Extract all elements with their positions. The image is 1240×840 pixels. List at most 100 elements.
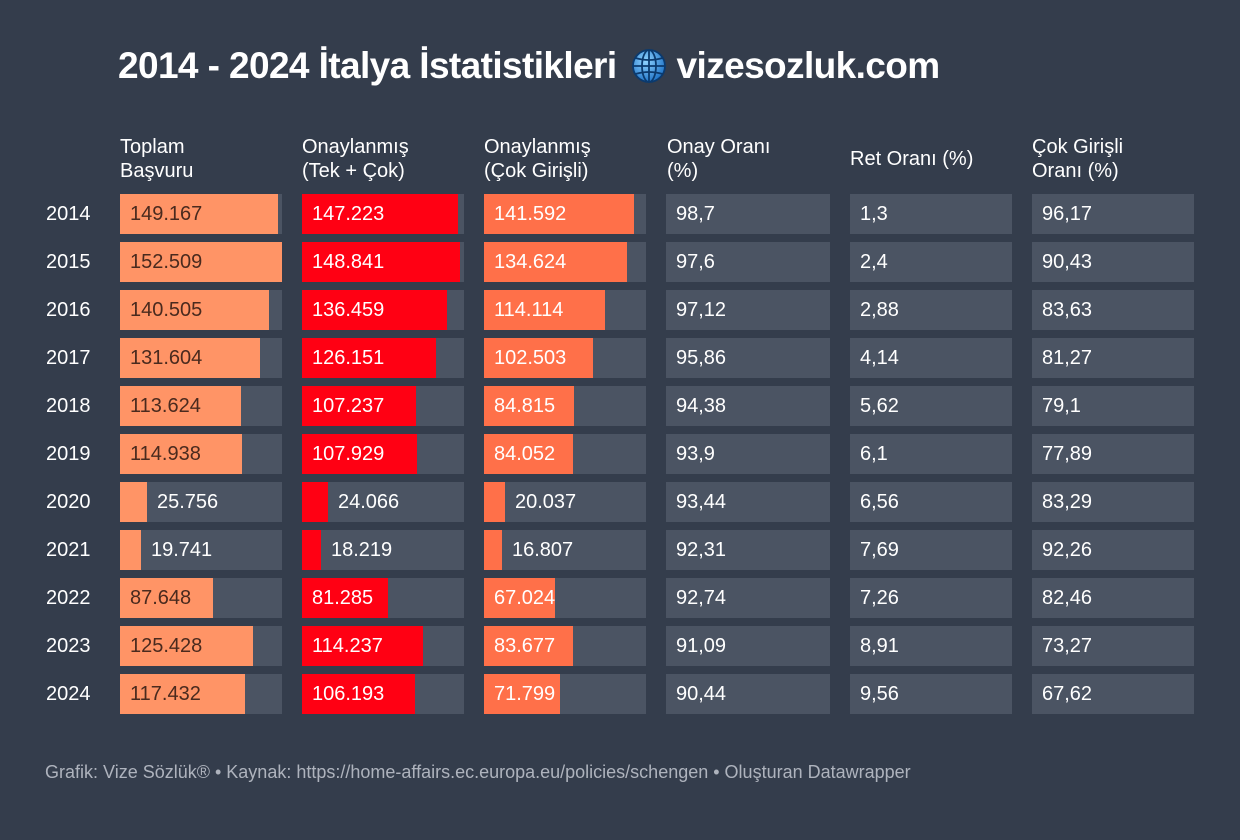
onay-orani-cell: 93,9 — [666, 434, 830, 474]
ret-orani-cell: 9,56 — [850, 674, 1012, 714]
onaylanmis-cok-cell: 20.037 — [484, 482, 646, 522]
cok-girisli-orani-value: 83,63 — [1042, 299, 1093, 321]
toplam-basvuru-bar — [120, 290, 269, 330]
onay-orani-cell: 91,09 — [666, 626, 830, 666]
onay-orani-value: 95,86 — [676, 347, 727, 369]
ret-orani-value: 5,62 — [860, 395, 899, 417]
onaylanmis-cok-value: 134.624 — [494, 251, 567, 273]
onaylanmis-cok-cell: 141.592 — [484, 194, 646, 234]
onaylanmis-cok-value: 84.815 — [494, 395, 556, 417]
onaylanmis-cok-bar — [484, 242, 627, 282]
title-text: 2014 - 2024 İtalya İstatistikleri — [118, 45, 617, 86]
year-label: 2014 — [46, 203, 91, 225]
onaylanmis-tek-cok-value: 81.285 — [312, 587, 374, 609]
toplam-basvuru-value: 19.741 — [151, 539, 213, 561]
onaylanmis-tek-cok-cell: 114.237 — [302, 626, 464, 666]
onay-orani-cell: 95,86 — [666, 338, 830, 378]
ret-orani-cell: 6,56 — [850, 482, 1012, 522]
cok-girisli-orani-value: 81,27 — [1042, 347, 1093, 369]
year-label: 2016 — [46, 299, 91, 321]
ret-orani-cell: 2,88 — [850, 290, 1012, 330]
onaylanmis-tek-cok-cell: 106.193 — [302, 674, 464, 714]
toplam-basvuru-bar — [120, 674, 245, 714]
onaylanmis-tek-cok-value: 107.929 — [312, 443, 385, 465]
toplam-basvuru-value: 113.624 — [130, 395, 201, 417]
column-header-ret-orani: Ret Oranı (%) — [850, 148, 974, 170]
onay-orani-cell: 92,31 — [666, 530, 830, 570]
column-header-onay-tek-cok: Onaylanmış (Tek + Çok) — [302, 136, 409, 182]
cok-girisli-orani-value: 67,62 — [1042, 683, 1093, 705]
column-header-onay-cok: Onaylanmış (Çok Girişli) — [484, 136, 591, 182]
ret-orani-cell: 8,91 — [850, 626, 1012, 666]
onaylanmis-cok-cell: 83.677 — [484, 626, 646, 666]
onaylanmis-tek-cok-bar — [302, 530, 321, 570]
onaylanmis-tek-cok-bar — [302, 338, 436, 378]
onaylanmis-cok-value: 102.503 — [494, 347, 567, 369]
cok-girisli-orani-cell: 90,43 — [1032, 242, 1194, 282]
ret-orani-cell: 1,3 — [850, 194, 1012, 234]
cok-girisli-orani-cell: 81,27 — [1032, 338, 1194, 378]
toplam-basvuru-cell: 152.509 — [120, 242, 282, 282]
ret-orani-cell: 5,62 — [850, 386, 1012, 426]
year-label: 2017 — [46, 347, 91, 369]
year-label: 2021 — [46, 539, 91, 561]
onay-orani-value: 94,38 — [676, 395, 727, 417]
ret-orani-cell: 7,69 — [850, 530, 1012, 570]
onaylanmis-cok-cell: 84.815 — [484, 386, 646, 426]
chart-title: 2014 - 2024 İtalya İstatistikleri vizeso… — [118, 45, 940, 87]
onaylanmis-tek-cok-value: 148.841 — [312, 251, 385, 273]
onay-orani-cell: 98,7 — [666, 194, 830, 234]
year-label: 2019 — [46, 443, 91, 465]
column-header-cok-girisli-orani: Çok Girişli Oranı (%) — [1032, 136, 1124, 182]
onaylanmis-cok-value: 83.677 — [494, 635, 556, 657]
toplam-basvuru-cell: 149.167 — [120, 194, 282, 234]
toplam-basvuru-value: 152.509 — [130, 251, 203, 273]
cok-girisli-orani-value: 73,27 — [1042, 635, 1093, 657]
onay-orani-cell: 97,6 — [666, 242, 830, 282]
toplam-basvuru-value: 87.648 — [130, 587, 192, 609]
column-header-onay-orani: Onay Oranı (%) — [667, 136, 771, 182]
cok-girisli-orani-value: 79,1 — [1042, 395, 1081, 417]
toplam-basvuru-value: 114.938 — [130, 443, 201, 465]
onaylanmis-cok-bar — [484, 530, 502, 570]
onaylanmis-cok-value: 20.037 — [515, 491, 577, 513]
onaylanmis-cok-bar — [484, 338, 593, 378]
ret-orani-value: 9,56 — [860, 683, 899, 705]
ret-orani-value: 1,3 — [860, 203, 888, 225]
toplam-basvuru-value: 131.604 — [130, 347, 203, 369]
onaylanmis-cok-cell: 114.114 — [484, 290, 646, 330]
onaylanmis-tek-cok-bar — [302, 434, 417, 474]
onay-orani-value: 98,7 — [676, 203, 715, 225]
cok-girisli-orani-value: 96,17 — [1042, 203, 1093, 225]
globe-icon — [631, 49, 666, 83]
onaylanmis-tek-cok-value: 106.193 — [312, 683, 385, 705]
onaylanmis-tek-cok-bar — [302, 578, 388, 618]
onaylanmis-cok-value: 16.807 — [512, 539, 574, 561]
onay-orani-value: 93,44 — [676, 491, 727, 513]
onaylanmis-tek-cok-value: 126.151 — [312, 347, 385, 369]
onaylanmis-tek-cok-value: 107.237 — [312, 395, 385, 417]
cok-girisli-orani-cell: 83,29 — [1032, 482, 1194, 522]
onaylanmis-cok-value: 84.052 — [494, 443, 556, 465]
onaylanmis-cok-value: 67.024 — [494, 587, 556, 609]
onaylanmis-tek-cok-cell: 147.223 — [302, 194, 464, 234]
onaylanmis-tek-cok-bar — [302, 386, 416, 426]
onay-orani-value: 92,31 — [676, 539, 727, 561]
cok-girisli-orani-cell: 79,1 — [1032, 386, 1194, 426]
toplam-basvuru-bar — [120, 434, 242, 474]
year-label: 2020 — [46, 491, 91, 513]
ret-orani-cell: 7,26 — [850, 578, 1012, 618]
toplam-basvuru-cell: 113.624 — [120, 386, 282, 426]
ret-orani-cell: 2,4 — [850, 242, 1012, 282]
ret-orani-value: 2,88 — [860, 299, 899, 321]
toplam-basvuru-bar — [120, 482, 147, 522]
onaylanmis-cok-cell: 67.024 — [484, 578, 646, 618]
cok-girisli-orani-cell: 83,63 — [1032, 290, 1194, 330]
toplam-basvuru-value: 125.428 — [130, 635, 203, 657]
cok-girisli-orani-value: 92,26 — [1042, 539, 1093, 561]
year-label: 2024 — [46, 683, 91, 705]
cok-girisli-orani-value: 83,29 — [1042, 491, 1093, 513]
onaylanmis-tek-cok-cell: 126.151 — [302, 338, 464, 378]
ret-orani-value: 2,4 — [860, 251, 888, 273]
onaylanmis-tek-cok-value: 24.066 — [338, 491, 400, 513]
